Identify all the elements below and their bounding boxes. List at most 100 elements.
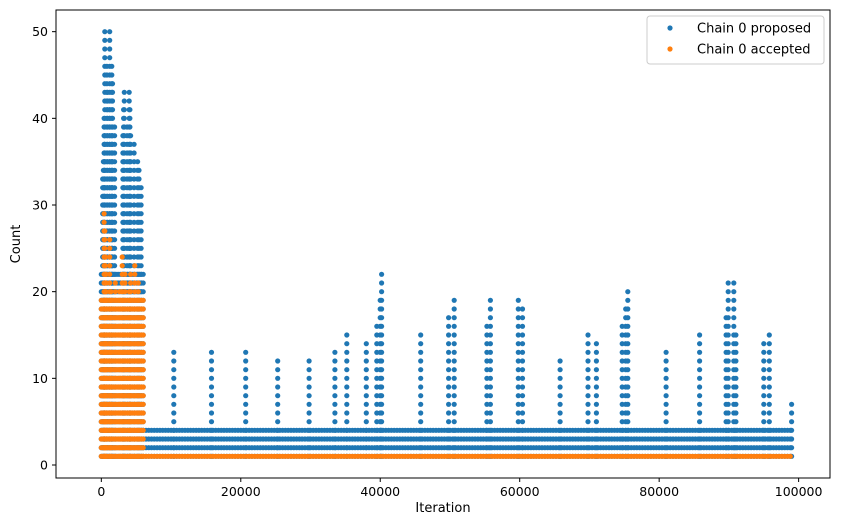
series-0-point [120, 176, 126, 182]
series-0-point [306, 445, 312, 451]
series-0-point [487, 367, 493, 373]
series-1-point [103, 349, 109, 355]
series-1-point [126, 445, 132, 451]
series-1-point [108, 367, 114, 373]
series-0-point [731, 289, 737, 295]
series-1-point [103, 280, 109, 286]
series-1-point [112, 453, 118, 459]
x-tick-label: 40000 [360, 484, 400, 499]
series-0-point [208, 367, 215, 373]
series-0-point [446, 401, 452, 407]
series-1-point [103, 427, 109, 433]
series-1-point [103, 401, 109, 407]
series-0-point [109, 185, 115, 191]
series-0-point [127, 115, 133, 121]
series-1-point [126, 427, 132, 433]
series-0-point [733, 332, 739, 338]
series-0-point [171, 410, 177, 416]
series-0-point [697, 332, 703, 338]
series-0-point [107, 55, 113, 61]
series-0-point [171, 384, 177, 390]
series-0-point [243, 419, 249, 425]
series-0-point [557, 427, 563, 433]
series-0-point [102, 37, 108, 43]
series-0-point [306, 358, 312, 364]
series-0-point [697, 419, 703, 425]
series-1-point [102, 237, 108, 243]
series-0-point [109, 193, 115, 199]
series-1-point [126, 436, 132, 442]
series-0-point [379, 315, 385, 321]
series-0-point [731, 323, 737, 329]
series-0-point [733, 349, 739, 355]
series-0-point [487, 427, 493, 433]
series-1-point [140, 323, 146, 329]
series-0-point [731, 306, 737, 312]
series-0-point [104, 63, 110, 69]
series-0-point [332, 401, 338, 407]
legend-marker-proposed [667, 25, 673, 31]
series-0-point [120, 202, 126, 208]
series-1-point [126, 410, 132, 416]
series-0-point [171, 375, 177, 381]
series-0-point [697, 410, 703, 416]
series-0-point [557, 401, 563, 407]
series-0-point [515, 436, 521, 442]
series-0-point [451, 410, 457, 416]
series-0-point [487, 315, 493, 321]
series-0-point [733, 367, 739, 373]
series-0-point [100, 202, 106, 208]
series-0-point [208, 384, 215, 390]
series-0-point [725, 384, 731, 390]
series-0-point [625, 315, 631, 321]
series-0-point [663, 445, 669, 451]
series-0-point [519, 332, 526, 338]
series-0-point [593, 367, 600, 373]
series-0-point [663, 410, 669, 416]
series-0-point [243, 436, 249, 442]
series-0-point [379, 332, 385, 338]
series-0-point [625, 419, 631, 425]
series-0-point [451, 427, 457, 433]
series-1-point [103, 367, 109, 373]
series-1-point [108, 315, 114, 321]
series-1-point [135, 297, 141, 303]
series-1-point [107, 263, 113, 269]
series-1-point [135, 341, 141, 347]
series-1-point [116, 367, 123, 373]
series-1-point [112, 427, 118, 433]
series-0-point [379, 445, 385, 451]
series-0-point [733, 393, 739, 399]
series-1-point [122, 280, 128, 286]
series-0-point [208, 445, 215, 451]
series-0-point [100, 176, 106, 182]
series-0-point [663, 393, 669, 399]
series-1-point [116, 445, 123, 451]
series-1-point [116, 427, 123, 433]
series-0-point [107, 124, 113, 130]
series-0-point [585, 384, 591, 390]
y-tick-label: 10 [32, 371, 48, 386]
series-1-point [122, 436, 128, 442]
series-0-point [171, 393, 177, 399]
series-1-point [107, 245, 113, 251]
series-0-point [446, 323, 452, 329]
series-0-point [379, 323, 385, 329]
series-0-point [761, 349, 767, 355]
series-0-point [585, 436, 591, 442]
chart-marks [98, 29, 795, 459]
series-0-point [418, 367, 424, 373]
series-0-point [379, 271, 385, 277]
series-0-point [136, 167, 142, 173]
series-0-point [593, 349, 600, 355]
series-1-point [116, 375, 123, 381]
series-1-point [140, 349, 146, 355]
series-0-point [418, 419, 424, 425]
series-1-point [116, 453, 123, 459]
series-0-point [663, 436, 669, 442]
series-0-point [519, 427, 526, 433]
series-0-point [101, 124, 107, 130]
series-0-point [725, 401, 731, 407]
series-0-point [363, 358, 369, 364]
